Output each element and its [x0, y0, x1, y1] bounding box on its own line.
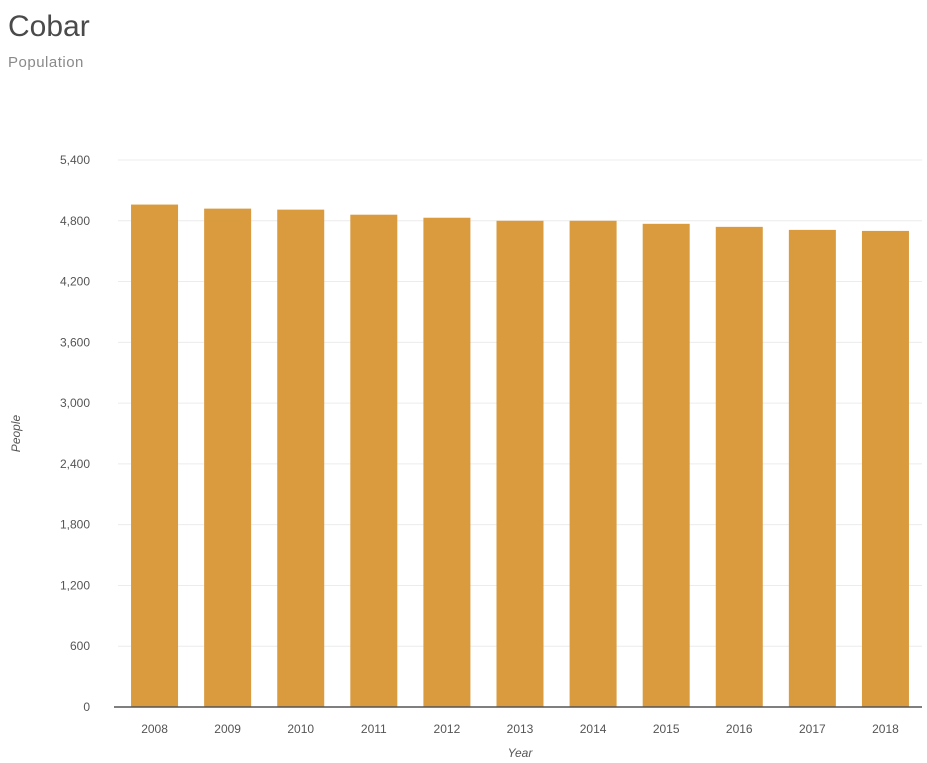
y-axis-ticks: 0 600 1,200 1,800 2,400 3,000 3,600 4,200 4,800 5…	[60, 153, 90, 714]
x-tick-label: 2015	[653, 722, 680, 736]
x-tick-label: 2016	[726, 722, 753, 736]
bar[interactable]	[642, 223, 690, 708]
x-tick-label: 2018	[872, 722, 899, 736]
y-tick-label: 4,200	[60, 275, 90, 289]
x-axis-ticks: 2008 2009 2010 2011 2012 2013 2014 2015 2016 2017…	[141, 722, 899, 736]
y-tick-label: 2,400	[60, 457, 90, 471]
x-tick-label: 2012	[434, 722, 461, 736]
x-tick-label: 2009	[214, 722, 241, 736]
bar[interactable]	[788, 229, 836, 707]
x-tick-label: 2013	[507, 722, 534, 736]
x-tick-label: 2014	[580, 722, 607, 736]
y-tick-label: 1,200	[60, 578, 90, 592]
chart-title: Cobar	[8, 10, 90, 43]
x-tick-label: 2017	[799, 722, 826, 736]
bar[interactable]	[861, 230, 909, 707]
bar[interactable]	[423, 217, 471, 707]
y-tick-label: 3,600	[60, 335, 90, 349]
y-tick-label: 3,000	[60, 396, 90, 410]
chart-subtitle: Population	[8, 54, 84, 71]
y-axis-label: People	[9, 414, 23, 452]
bar[interactable]	[277, 209, 325, 707]
x-axis-label: Year	[508, 746, 534, 760]
bar[interactable]	[496, 220, 544, 707]
y-tick-label: 4,800	[60, 214, 90, 228]
bar[interactable]	[715, 226, 763, 707]
y-tick-label: 5,400	[60, 153, 90, 167]
x-tick-label: 2010	[287, 722, 314, 736]
x-tick-label: 2008	[141, 722, 168, 736]
bar[interactable]	[204, 208, 252, 707]
bar[interactable]	[350, 214, 398, 707]
x-tick-label: 2011	[361, 722, 387, 736]
y-tick-label: 1,800	[60, 518, 90, 532]
bar[interactable]	[131, 204, 179, 707]
bars	[131, 204, 909, 708]
bar[interactable]	[569, 220, 617, 707]
y-tick-label: 0	[83, 700, 90, 714]
y-tick-label: 600	[70, 639, 90, 653]
